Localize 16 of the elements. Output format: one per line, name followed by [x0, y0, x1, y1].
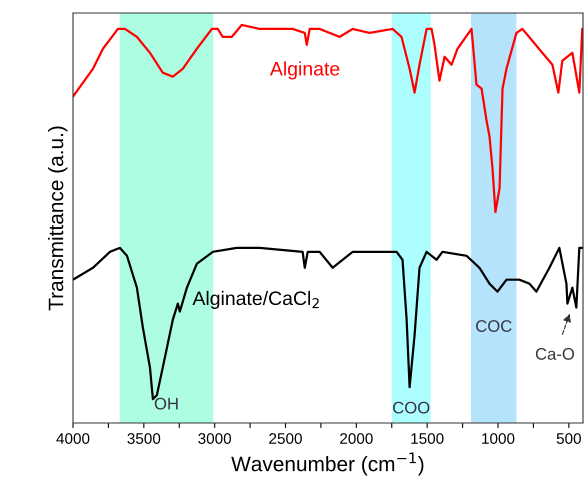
- x-tick-label: 500: [556, 433, 581, 444]
- series-label: Alginate: [270, 61, 340, 80]
- x-axis-title: Wavenumber (cm$^{−1}$): [231, 452, 424, 476]
- annotation: Ca-O: [536, 348, 574, 360]
- band-label: OH: [154, 398, 178, 410]
- x-tick-label: 2500: [269, 433, 302, 444]
- band-label: COC: [476, 320, 512, 332]
- x-tick-label: 3000: [198, 433, 232, 444]
- series-label: Alginate/CaCl$_{2}$: [192, 290, 319, 309]
- x-tick-label: 3500: [127, 433, 160, 444]
- x-tick-label: 1500: [411, 433, 444, 444]
- y-axis-title: Transmittance (a.u.): [48, 126, 68, 310]
- x-tick-label: 1000: [482, 433, 514, 444]
- x-tick-label: 4000: [56, 433, 90, 444]
- band-label: COO: [393, 402, 430, 414]
- x-tick-label: 2000: [340, 433, 373, 444]
